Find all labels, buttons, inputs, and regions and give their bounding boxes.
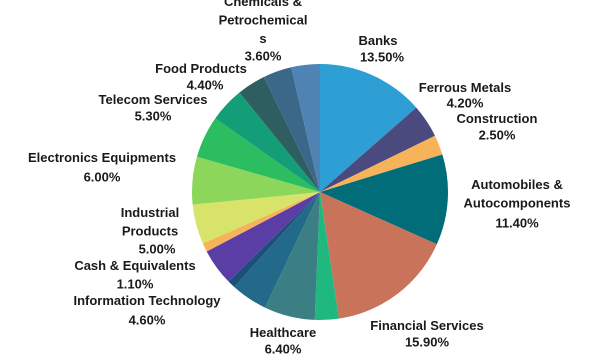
slice-value: 4.40% [187,77,224,92]
pie-slice [264,192,320,320]
pie-slice [202,192,320,252]
slice-label: Ferrous Metals [419,80,511,95]
slice-label: Chemicals & Petrochemical s [219,0,308,46]
pie-slice [215,92,320,192]
pie-slice [239,76,320,192]
slice-value: 15.90% [405,334,450,349]
pie-slice [228,192,320,288]
pie-slice [320,135,443,192]
slice-label: Financial Services [370,318,483,333]
pie-slice [320,192,437,319]
slice-value: 4.20% [447,95,484,110]
slice-value: 3.60% [245,48,282,63]
pie-slice [206,192,320,282]
slice-value: 5.30% [135,108,172,123]
slice-label: Banks [358,33,397,48]
pie-slice [314,192,339,320]
slice-value: 1.10% [117,276,154,291]
slice-label: Electronics Equipments [28,150,176,165]
slice-label: Information Technology [73,293,221,308]
slice-value: 13.50% [360,49,405,64]
pie-slice [192,156,320,205]
pie-slice [320,154,448,245]
slice-label: Industrial Products [121,205,180,239]
slice-label: Construction [457,111,538,126]
pie-slice [320,64,417,192]
slice-label: Cash & Equivalents [74,258,195,273]
slice-value: 11.40% [495,215,539,230]
slice-label: Telecom Services [99,92,208,107]
pie-slice [320,107,435,192]
slice-label: Food Products [155,61,247,76]
slice-value: 2.50% [479,127,516,142]
slice-value: 5.00% [139,241,176,256]
slice-value: 6.00% [84,169,121,184]
slice-label: Automobiles & Autocomponents [464,177,571,211]
slice-value: 6.40% [265,341,302,356]
pie-slice [192,192,320,244]
pie-slice [234,192,320,308]
slice-label: Healthcare [250,325,316,340]
slice-value: 4.60% [129,312,166,327]
pie-slice [196,118,320,192]
pie-slice [291,64,320,192]
pie-slice [263,67,320,192]
